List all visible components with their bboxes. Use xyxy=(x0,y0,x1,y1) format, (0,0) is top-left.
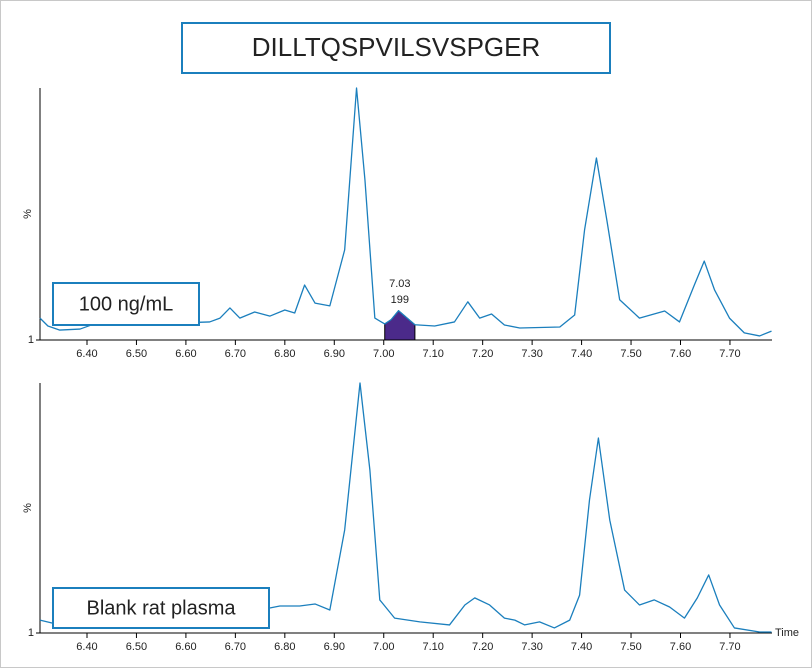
x-tick-label: 7.20 xyxy=(472,641,493,653)
x-tick-label: 6.50 xyxy=(126,348,147,360)
x-tick-label: 6.60 xyxy=(175,348,196,360)
x-tick-label: 7.60 xyxy=(670,348,691,360)
title-box xyxy=(181,22,611,74)
x-tick-label: 6.90 xyxy=(324,348,345,360)
y-axis-label: % xyxy=(22,209,34,219)
x-tick-label: 6.60 xyxy=(175,641,196,653)
x-tick-label: 7.50 xyxy=(620,348,641,360)
y-tick-label: 1 xyxy=(28,334,34,346)
x-tick-label: 7.00 xyxy=(373,641,394,653)
x-tick-label: 7.00 xyxy=(373,348,394,360)
x-tick-label: 6.70 xyxy=(225,348,246,360)
sample-label-box xyxy=(52,587,270,629)
x-tick-label: 6.90 xyxy=(324,641,345,653)
x-tick-label: 6.40 xyxy=(76,348,97,360)
y-tick-label: 1 xyxy=(28,627,34,639)
x-tick-label: 6.40 xyxy=(76,641,97,653)
x-tick-label: 6.70 xyxy=(225,641,246,653)
peak-time-label: 7.03 xyxy=(389,278,410,290)
y-axis-label: % xyxy=(22,503,34,513)
peak-area-label: 199 xyxy=(391,294,409,306)
x-tick-label: 7.40 xyxy=(571,348,592,360)
x-tick-label: 7.60 xyxy=(670,641,691,653)
sample-label: 100 ng/mL xyxy=(79,293,174,315)
x-tick-label: 6.80 xyxy=(274,641,295,653)
x-axis-label: Time xyxy=(775,627,799,639)
x-tick-label: 7.70 xyxy=(719,641,740,653)
x-tick-label: 7.70 xyxy=(719,348,740,360)
x-tick-label: 7.50 xyxy=(620,641,641,653)
x-tick-label: 6.50 xyxy=(126,641,147,653)
x-tick-label: 7.10 xyxy=(422,348,443,360)
x-tick-label: 7.20 xyxy=(472,348,493,360)
x-tick-label: 7.40 xyxy=(571,641,592,653)
x-tick-label: 7.10 xyxy=(422,641,443,653)
x-tick-label: 7.30 xyxy=(521,348,542,360)
sample-label-box xyxy=(52,282,200,326)
x-tick-label: 7.30 xyxy=(521,641,542,653)
chart-title: DILLTQSPVILSVSPGER xyxy=(252,32,541,62)
x-tick-label: 6.80 xyxy=(274,348,295,360)
sample-label: Blank rat plasma xyxy=(87,597,237,619)
trace xyxy=(39,87,772,337)
